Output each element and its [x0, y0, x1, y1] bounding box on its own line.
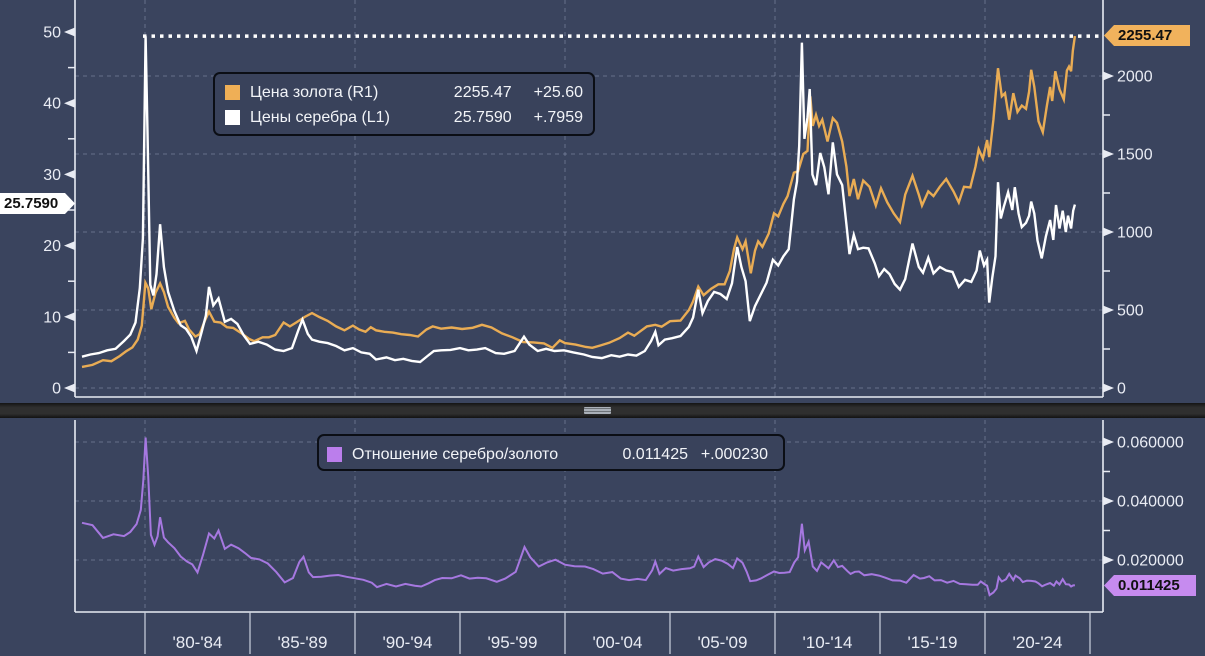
separator-drag-handle[interactable]	[584, 407, 611, 414]
tick-arrow-icon	[64, 169, 75, 179]
x-axis-label: '80-'84	[173, 633, 223, 652]
ratio-last-value-box: 0.011425	[1104, 575, 1196, 596]
x-axis-label: '95-'99	[488, 633, 538, 652]
legend-ratio-label: Отношение серебро/золото	[352, 445, 559, 463]
x-axis-label: '00-'04	[593, 633, 643, 652]
x-axis-label: '15-'19	[908, 633, 958, 652]
legend-silver-label: Цены серебра (L1)	[250, 108, 390, 126]
tick-arrow-icon	[64, 241, 75, 251]
left-axis-tick-label: 0	[52, 381, 61, 398]
legend-silver-change: +.7959	[533, 108, 583, 126]
tick-arrow-icon	[1103, 71, 1114, 81]
right-axis-tick-label: 1500	[1117, 147, 1153, 164]
right-axis-tick-label: 2000	[1117, 69, 1153, 86]
x-axis-label: '20-'24	[1013, 633, 1063, 652]
legend-gold-change: +25.60	[533, 83, 583, 101]
legend-ratio-value: 0.011425	[622, 445, 688, 463]
tick-arrow-icon	[1103, 383, 1114, 393]
tick-arrow-icon	[64, 27, 75, 37]
x-axis-label: '85-'89	[278, 633, 328, 652]
tick-arrow-icon	[1103, 437, 1114, 447]
legend-item-silver[interactable]: Цены серебра (L1) 25.7590 +.7959	[225, 105, 583, 130]
tick-arrow-icon	[1103, 149, 1114, 159]
legend-item-ratio[interactable]: Отношение серебро/золото 0.011425 +.0002…	[327, 442, 775, 467]
silver-last-price-box: 25.7590	[0, 193, 75, 214]
x-axis-label: '10-'14	[803, 633, 853, 652]
left-axis-tick-label: 40	[43, 96, 61, 113]
ratio-axis-tick-label: 0.060000	[1117, 435, 1184, 452]
tick-arrow-icon	[1103, 227, 1114, 237]
left-axis-tick-label: 20	[43, 238, 61, 255]
panel-separator	[0, 403, 1205, 418]
left-axis-tick-label: 50	[43, 25, 61, 42]
left-axis-tick-label: 30	[43, 167, 61, 184]
gold-swatch-icon	[225, 85, 240, 100]
tick-arrow-icon	[1103, 305, 1114, 315]
legend-gold-value: 2255.47	[453, 83, 512, 101]
right-axis-tick-label: 1000	[1117, 225, 1153, 242]
silver-swatch-icon	[225, 110, 240, 125]
tick-arrow-icon	[64, 312, 75, 322]
right-axis-tick-label: 500	[1117, 303, 1144, 320]
top-plot-area[interactable]	[75, 0, 1103, 397]
legend-item-gold[interactable]: Цена золота (R1) 2255.47 +25.60	[225, 80, 583, 105]
left-axis-tick-label: 10	[43, 309, 61, 326]
silver-gold-ratio-line	[81, 437, 1075, 597]
legend-top-panel[interactable]: Цена золота (R1) 2255.47 +25.60 Цены сер…	[213, 72, 595, 136]
legend-silver-value: 25.7590	[453, 108, 512, 126]
ratio-swatch-icon	[327, 447, 342, 462]
tick-arrow-icon	[1103, 496, 1114, 506]
x-axis-label: '05-'09	[698, 633, 748, 652]
tick-arrow-icon	[64, 383, 75, 393]
ratio-axis-tick-label: 0.040000	[1117, 494, 1184, 511]
right-axis-tick-label: 0	[1117, 381, 1126, 398]
x-axis-label: '90-'94	[383, 633, 433, 652]
ratio-axis-tick-label: 0.020000	[1117, 553, 1184, 570]
legend-ratio-change: +.000230	[700, 445, 768, 463]
tick-arrow-icon	[1103, 555, 1114, 565]
legend-gold-label: Цена золота (R1)	[250, 83, 379, 101]
tick-arrow-icon	[64, 98, 75, 108]
legend-bottom-panel[interactable]: Отношение серебро/золото 0.011425 +.0002…	[317, 434, 785, 471]
silver-price-line	[81, 36, 1077, 364]
gold-last-price-box: 2255.47	[1104, 25, 1190, 46]
